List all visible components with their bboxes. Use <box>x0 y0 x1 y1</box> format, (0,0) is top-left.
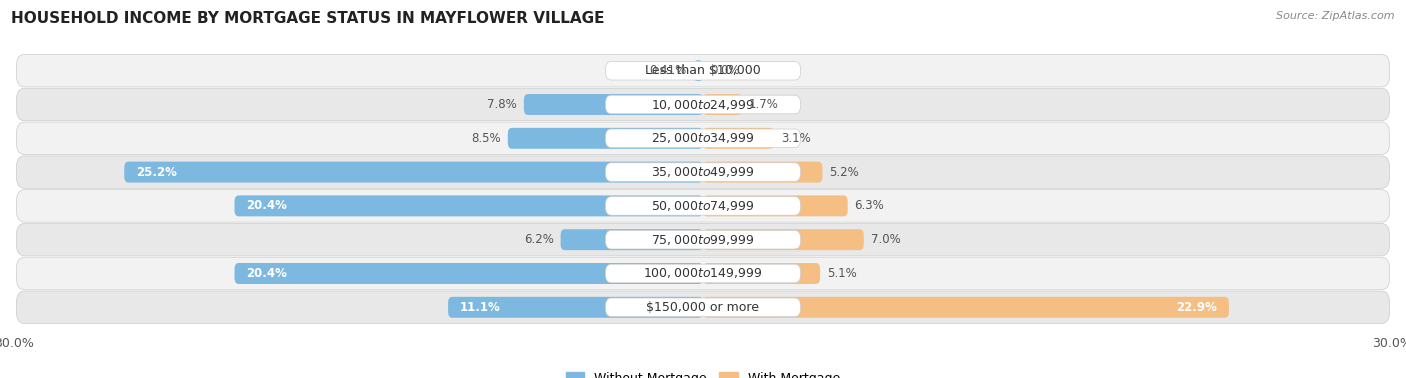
Text: $25,000 to $34,999: $25,000 to $34,999 <box>651 131 755 145</box>
Text: 7.8%: 7.8% <box>488 98 517 111</box>
FancyBboxPatch shape <box>606 95 800 114</box>
FancyBboxPatch shape <box>235 263 703 284</box>
Text: 6.2%: 6.2% <box>524 233 554 246</box>
FancyBboxPatch shape <box>703 297 1229 318</box>
Text: 22.9%: 22.9% <box>1177 301 1218 314</box>
Text: 1.7%: 1.7% <box>749 98 779 111</box>
FancyBboxPatch shape <box>703 94 742 115</box>
Text: $35,000 to $49,999: $35,000 to $49,999 <box>651 165 755 179</box>
FancyBboxPatch shape <box>17 88 1389 121</box>
Text: 7.0%: 7.0% <box>870 233 900 246</box>
Text: $150,000 or more: $150,000 or more <box>647 301 759 314</box>
Legend: Without Mortgage, With Mortgage: Without Mortgage, With Mortgage <box>561 367 845 378</box>
Text: 6.3%: 6.3% <box>855 200 884 212</box>
Text: $75,000 to $99,999: $75,000 to $99,999 <box>651 233 755 247</box>
Text: 0.0%: 0.0% <box>710 64 740 77</box>
FancyBboxPatch shape <box>693 60 703 81</box>
Text: Less than $10,000: Less than $10,000 <box>645 64 761 77</box>
FancyBboxPatch shape <box>606 61 800 80</box>
Text: $50,000 to $74,999: $50,000 to $74,999 <box>651 199 755 213</box>
FancyBboxPatch shape <box>703 128 775 149</box>
FancyBboxPatch shape <box>606 197 800 215</box>
FancyBboxPatch shape <box>606 129 800 147</box>
FancyBboxPatch shape <box>17 156 1389 188</box>
FancyBboxPatch shape <box>17 122 1389 155</box>
FancyBboxPatch shape <box>703 162 823 183</box>
FancyBboxPatch shape <box>606 298 800 317</box>
FancyBboxPatch shape <box>561 229 703 250</box>
Text: 0.41%: 0.41% <box>650 64 686 77</box>
FancyBboxPatch shape <box>17 54 1389 87</box>
FancyBboxPatch shape <box>449 297 703 318</box>
FancyBboxPatch shape <box>508 128 703 149</box>
Text: 20.4%: 20.4% <box>246 267 287 280</box>
Text: 11.1%: 11.1% <box>460 301 501 314</box>
FancyBboxPatch shape <box>17 291 1389 324</box>
FancyBboxPatch shape <box>17 190 1389 222</box>
FancyBboxPatch shape <box>703 263 820 284</box>
FancyBboxPatch shape <box>606 264 800 283</box>
Text: 5.2%: 5.2% <box>830 166 859 178</box>
FancyBboxPatch shape <box>524 94 703 115</box>
FancyBboxPatch shape <box>17 257 1389 290</box>
FancyBboxPatch shape <box>606 163 800 181</box>
Text: 8.5%: 8.5% <box>471 132 501 145</box>
Text: 25.2%: 25.2% <box>136 166 177 178</box>
FancyBboxPatch shape <box>703 195 848 216</box>
FancyBboxPatch shape <box>606 231 800 249</box>
FancyBboxPatch shape <box>235 195 703 216</box>
Text: Source: ZipAtlas.com: Source: ZipAtlas.com <box>1277 11 1395 21</box>
FancyBboxPatch shape <box>17 223 1389 256</box>
Text: 3.1%: 3.1% <box>782 132 811 145</box>
Text: $100,000 to $149,999: $100,000 to $149,999 <box>644 266 762 280</box>
FancyBboxPatch shape <box>124 162 703 183</box>
FancyBboxPatch shape <box>703 229 863 250</box>
Text: 20.4%: 20.4% <box>246 200 287 212</box>
Text: HOUSEHOLD INCOME BY MORTGAGE STATUS IN MAYFLOWER VILLAGE: HOUSEHOLD INCOME BY MORTGAGE STATUS IN M… <box>11 11 605 26</box>
Text: 5.1%: 5.1% <box>827 267 856 280</box>
Text: $10,000 to $24,999: $10,000 to $24,999 <box>651 98 755 112</box>
